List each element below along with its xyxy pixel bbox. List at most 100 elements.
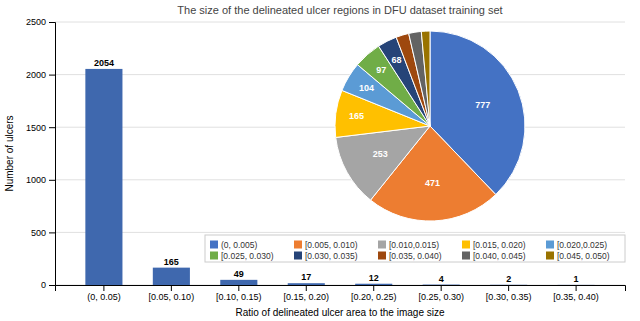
data-label: 253 [373, 149, 388, 159]
tick-mark [49, 285, 55, 286]
grid-line [55, 74, 625, 75]
tick-mark [576, 285, 577, 291]
legend-item: [0.005, 0.010) [294, 240, 358, 250]
axis-line [56, 286, 626, 292]
legend-swatch [294, 252, 302, 260]
bar [153, 268, 190, 285]
chart: 2054165491712421(0, 0.05)[0.05, 0.10)[0.… [0, 0, 640, 321]
legend-label: [0.040, 0.045) [473, 251, 526, 261]
data-label: 4 [439, 274, 444, 284]
legend-item: [0.035, 0.040) [378, 251, 442, 261]
legend-label: [0.045, 0.050) [557, 251, 610, 261]
legend-item: [0.025, 0.030) [210, 251, 274, 261]
tick: 1500 [26, 123, 55, 133]
legend: (0, 0.005)[0.005, 0.010)[0.010,0.015)[0.… [205, 235, 625, 262]
tick-label: [0.15, 0.20) [283, 292, 329, 302]
grid-line [55, 232, 625, 233]
legend-swatch [462, 252, 470, 260]
legend-swatch [546, 252, 554, 260]
legend-swatch [378, 252, 386, 260]
tick: [0.20, 0.25) [351, 285, 397, 302]
tick: 2000 [26, 70, 55, 80]
tick-mark [103, 285, 104, 291]
tick: [0.10, 0.15) [216, 285, 262, 302]
data-label: 49 [234, 269, 244, 279]
tick: 2500 [26, 17, 55, 27]
data-label: 2054 [94, 58, 114, 68]
tick: [0.05, 0.10) [149, 285, 195, 302]
slice [421, 31, 430, 126]
tick-mark [49, 232, 55, 233]
slice [409, 31, 430, 126]
legend-item: [0.045, 0.050) [546, 251, 610, 261]
legend-item: [0.040, 0.045) [462, 251, 526, 261]
data-label: 165 [349, 111, 364, 121]
x-axis-title: Ratio of delineated ulcer area to the im… [235, 307, 444, 318]
tick: 500 [31, 228, 55, 238]
tick-mark [171, 285, 172, 291]
tick-label: [0.35, 0.40) [553, 292, 599, 302]
data-label: 97 [376, 65, 386, 75]
data-label: 104 [359, 83, 374, 93]
y-axis-title: Number of ulcers [4, 115, 15, 191]
legend-label: [0.005, 0.010) [305, 240, 358, 250]
y-axis: 0 500 1000 1500 2000 2500 [26, 17, 56, 290]
bar [490, 284, 527, 285]
legend-label: [0.035, 0.040) [389, 251, 442, 261]
legend-box [205, 235, 625, 262]
legend-swatch [378, 241, 386, 249]
tick-label: [0.10, 0.15) [216, 292, 262, 302]
legend-swatch [210, 252, 218, 260]
tick-label: 0 [41, 280, 46, 290]
data-label: 471 [425, 178, 440, 188]
slice [336, 126, 430, 200]
tick: [0.15, 0.20) [283, 285, 329, 302]
tick: [0.30, 0.35) [486, 285, 532, 302]
legend-swatch [462, 241, 470, 249]
tick-label: (0, 0.05) [87, 292, 121, 302]
grid-line [55, 22, 625, 23]
grid-line [55, 179, 625, 180]
legend-label: [0.015, 0.020) [473, 240, 526, 250]
tick-label: [0.05, 0.10) [149, 292, 195, 302]
bar [558, 284, 595, 285]
tick-mark [49, 75, 55, 76]
tick: (0, 0.05) [87, 285, 121, 302]
tick-label: 2000 [26, 70, 46, 80]
legend-swatch [210, 241, 218, 249]
legend-label: (0, 0.005) [221, 240, 258, 250]
data-label: 2 [506, 274, 511, 284]
tick-label: 1000 [26, 175, 46, 185]
tick: 1000 [26, 175, 55, 185]
tick: 0 [41, 280, 55, 290]
bar [220, 280, 257, 285]
tick-mark [306, 285, 307, 291]
slice-labels: 7774712531651049768 [349, 55, 490, 188]
x-axis: (0, 0.05) [0.05, 0.10) [0.10, 0.15) [0.15, … [56, 285, 626, 302]
tick-mark [49, 22, 55, 23]
title: The size of the delineated ulcer regions… [177, 4, 502, 16]
tick: [0.25, 0.30) [418, 285, 464, 302]
tick-mark [441, 285, 442, 291]
tick-label: [0.30, 0.35) [486, 292, 532, 302]
tick-mark [508, 285, 509, 291]
legend-item: [0.010,0.015) [378, 240, 439, 250]
data-label: 1 [574, 274, 579, 284]
tick-mark [49, 127, 55, 128]
tick-mark [49, 180, 55, 181]
tick-label: [0.25, 0.30) [418, 292, 464, 302]
legend-item: [0.030, 0.035) [294, 251, 358, 261]
legend-item: (0, 0.005) [210, 240, 258, 250]
pie [335, 31, 525, 221]
legend-item: [0.015, 0.020) [462, 240, 526, 250]
bar [288, 283, 325, 285]
legend-swatch [294, 241, 302, 249]
data-label: 12 [369, 273, 379, 283]
axis-line [49, 23, 56, 286]
bar [355, 284, 392, 285]
bar [423, 284, 460, 285]
data-label: 68 [392, 55, 402, 65]
tick-label: 2500 [26, 17, 46, 27]
tick-mark [373, 285, 374, 291]
legend-label: [0.030, 0.035) [305, 251, 358, 261]
